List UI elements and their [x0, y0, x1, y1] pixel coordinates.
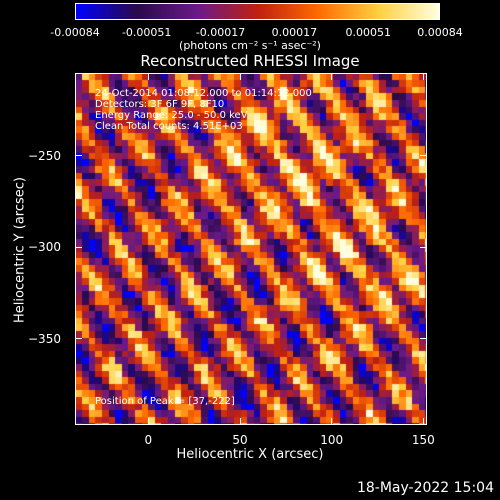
y-axis-label: Heliocentric Y (arcsec): [12, 177, 28, 323]
colorbar-tick-label: 0.00051: [345, 26, 392, 39]
peak-position-label: Position of Peak = [37,-222]: [95, 396, 235, 407]
y-tick-mark: [420, 155, 427, 156]
y-tick-mark: [420, 338, 427, 340]
info-clean-counts: Clean Total counts: 4.51E+03: [95, 121, 243, 132]
y-tick-label: −300: [28, 240, 61, 255]
y-tick-mark: [75, 246, 82, 248]
x-tick-mark: [422, 418, 424, 425]
x-tick-mark: [239, 418, 241, 425]
y-tick-label: −250: [28, 148, 61, 163]
x-tick-mark: [239, 73, 241, 80]
plot-area: [75, 73, 427, 425]
x-tick-mark: [147, 73, 149, 80]
x-tick-mark: [422, 73, 424, 80]
colorbar-tick-label: 0.00084: [417, 26, 463, 39]
x-tick-label: 50: [232, 433, 248, 447]
colorbar-tick-label: -0.00051: [121, 26, 172, 39]
colorbar-tick-label: -0.00084: [50, 26, 100, 39]
info-energy-range: Energy Range: 25.0 - 50.0 keV: [95, 110, 248, 121]
colorbar-tick-label: -0.00017: [195, 26, 246, 39]
x-tick-mark: [331, 73, 333, 80]
timestamp: 18-May-2022 15:04: [356, 480, 494, 496]
heatmap-image: [76, 74, 426, 424]
x-tick-mark: [331, 418, 333, 425]
x-axis-label: Heliocentric X (arcsec): [176, 447, 324, 462]
y-tick-mark: [420, 246, 427, 248]
x-tick-label: 0: [144, 433, 153, 447]
y-tick-mark: [75, 338, 82, 340]
x-tick-mark: [147, 418, 149, 425]
y-tick-mark: [75, 155, 82, 156]
y-tick-label: −350: [28, 331, 61, 346]
info-detectors: Detectors: 3F 6F 9F, 8F10: [95, 99, 225, 110]
x-tick-label: 150: [411, 433, 435, 447]
colorbar-units: (photons cm⁻² s⁻¹ asec⁻²): [179, 39, 321, 52]
chart-title: Reconstructed RHESSI Image: [140, 52, 360, 70]
info-time-range: 24-Oct-2014 01:08:12.000 to 01:14:12.000: [95, 88, 312, 99]
colorbar-tick-label: 0.00017: [271, 26, 318, 39]
x-tick-label: 100: [320, 433, 344, 447]
colorbar: [75, 3, 440, 20]
